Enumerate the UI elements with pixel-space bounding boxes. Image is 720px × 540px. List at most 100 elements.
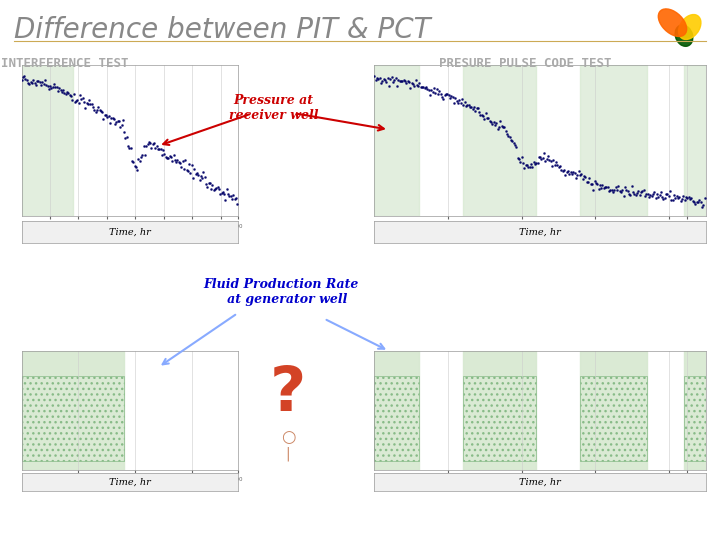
Point (402, 77, 413, 85)
Point (148, 139, 160, 147)
Point (158, 146, 169, 154)
Point (668, 190, 680, 199)
Point (372, 74, 383, 83)
Point (228, 191, 239, 200)
Point (423, 86, 435, 94)
Point (662, 190, 673, 199)
Point (635, 187, 647, 196)
Point (687, 197, 698, 205)
Point (226, 195, 238, 204)
Point (597, 180, 608, 189)
Point (120, 134, 131, 143)
Point (667, 195, 678, 204)
Point (135, 152, 147, 161)
Point (666, 196, 678, 205)
Ellipse shape (678, 15, 701, 39)
Point (682, 194, 693, 202)
Point (58, 86, 69, 94)
Point (37, 77, 48, 86)
Point (138, 141, 150, 150)
Point (455, 99, 467, 107)
Point (545, 157, 557, 166)
Point (621, 185, 632, 194)
Point (213, 185, 225, 194)
Point (508, 139, 519, 147)
Point (137, 151, 148, 159)
Point (665, 187, 676, 195)
Point (564, 170, 575, 178)
Point (526, 162, 538, 171)
Point (207, 180, 218, 189)
Point (490, 120, 501, 129)
Point (670, 194, 681, 202)
Point (435, 89, 446, 98)
Point (198, 168, 210, 177)
Point (675, 197, 686, 205)
Point (112, 117, 123, 126)
Point (420, 83, 432, 92)
Point (377, 77, 388, 85)
Point (695, 198, 706, 206)
Point (56, 87, 68, 96)
Point (474, 111, 486, 119)
Point (663, 192, 675, 201)
Point (515, 158, 526, 167)
Point (679, 195, 690, 204)
Point (187, 173, 199, 182)
Point (98, 115, 109, 124)
Text: Time, hr: Time, hr (109, 228, 150, 237)
Point (599, 183, 611, 191)
Point (642, 190, 653, 198)
Point (210, 185, 221, 194)
Point (63, 89, 74, 97)
Point (616, 186, 628, 194)
Point (147, 140, 158, 149)
Point (230, 194, 242, 202)
Point (460, 102, 472, 111)
Point (696, 202, 708, 211)
Point (179, 156, 191, 165)
Point (683, 192, 695, 201)
Point (383, 82, 395, 91)
Point (191, 168, 202, 177)
Point (127, 158, 139, 166)
Point (541, 154, 552, 163)
Point (26, 78, 37, 87)
Point (544, 156, 555, 164)
Point (630, 191, 642, 200)
Text: PRESURE PULSE CODE TEST: PRESURE PULSE CODE TEST (439, 57, 612, 70)
Point (553, 163, 564, 172)
Point (139, 150, 150, 159)
Point (398, 76, 410, 84)
Point (60, 89, 71, 98)
Point (476, 111, 487, 120)
Bar (22, 376, 124, 461)
Point (622, 187, 634, 195)
Point (161, 153, 173, 162)
Point (619, 183, 631, 191)
Point (142, 140, 153, 149)
Point (78, 98, 90, 106)
Point (480, 109, 492, 117)
Point (539, 148, 550, 157)
Point (171, 156, 183, 165)
Point (512, 153, 523, 162)
Point (405, 84, 416, 92)
Point (639, 192, 651, 201)
Point (114, 123, 126, 132)
Point (578, 171, 590, 180)
Point (104, 119, 116, 127)
Point (477, 112, 489, 120)
Point (32, 77, 44, 85)
Point (184, 169, 196, 178)
Point (27, 76, 39, 84)
Point (24, 79, 35, 88)
Point (30, 80, 42, 89)
Point (479, 114, 490, 123)
Point (441, 90, 453, 99)
Point (467, 104, 478, 113)
Point (222, 190, 234, 198)
Point (130, 163, 142, 172)
Point (493, 123, 505, 132)
Point (624, 189, 635, 198)
